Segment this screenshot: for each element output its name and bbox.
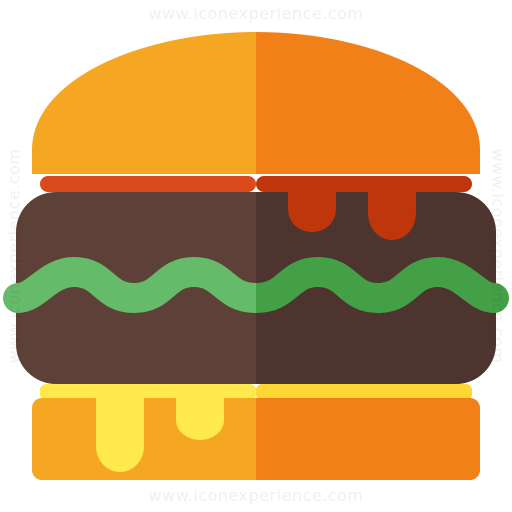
watermark-bottom: www.iconexperience.com <box>148 486 364 505</box>
sauce-layer <box>40 176 472 192</box>
cheese-drips <box>96 396 224 472</box>
watermark-right: www.iconexperience.com <box>488 148 508 364</box>
watermark-top: www.iconexperience.com <box>148 4 364 23</box>
lettuce <box>3 257 509 313</box>
sauce-drips <box>288 188 416 240</box>
top-bun <box>32 32 480 174</box>
watermark-left: www.iconexperience.com <box>4 148 24 364</box>
